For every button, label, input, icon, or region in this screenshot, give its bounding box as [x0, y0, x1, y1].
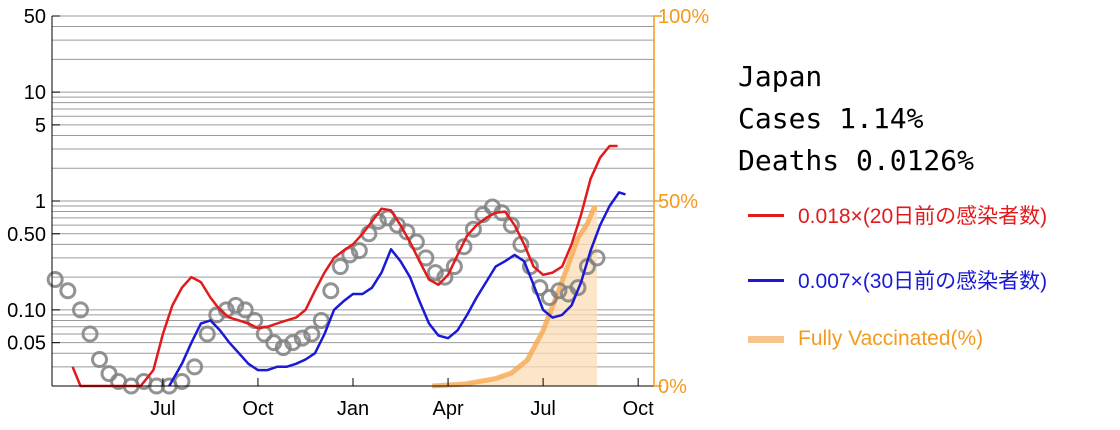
blue-line [168, 191, 626, 387]
cases-label: Cases 1.14% [738, 102, 924, 135]
red-line [71, 144, 618, 388]
death-point [426, 264, 444, 282]
gridlines [52, 15, 654, 387]
vaccination-area [432, 205, 597, 389]
y-tick-label: 50 [24, 6, 46, 28]
y-tick-label: 0.05 [7, 333, 46, 355]
y2-tick-label: 50% [658, 191, 698, 213]
death-point [91, 351, 109, 369]
death-point [293, 329, 311, 347]
death-point [322, 282, 340, 300]
death-point [72, 301, 90, 319]
legend-label-vaccine: Fully Vaccinated(%) [798, 327, 984, 350]
death-point [569, 279, 587, 297]
x-tick-label: Jul [150, 398, 176, 420]
chart: 50 10 5 1 0.50 0.10 0.05 100% 50% 0% Jul Oct Jan Apr J… [7, 6, 709, 420]
death-point [464, 220, 482, 238]
death-point [81, 325, 99, 343]
death-point [436, 268, 454, 286]
y-tick-label: 0.50 [7, 224, 46, 246]
vaccination-line [432, 205, 597, 389]
tick-labels: 50 10 5 1 0.50 0.10 0.05 100% 50% 0% Jul Oct Jan Apr J… [7, 6, 709, 420]
legend-item-vaccine: Fully Vaccinated(%) [748, 327, 1118, 351]
deaths-label: Deaths 0.0126% [738, 144, 975, 177]
death-point [284, 334, 302, 352]
x-tick-label: Apr [432, 398, 463, 420]
death-point [59, 282, 77, 300]
death-point [303, 325, 321, 343]
x-tick-label: Jan [337, 398, 369, 420]
axes [51, 15, 662, 387]
y-tick-label: 0.10 [7, 300, 46, 322]
death-point [331, 258, 349, 276]
death-point [550, 282, 568, 300]
legend-label-blue: 0.007×(30日前の感染者数) [798, 270, 1048, 293]
death-point [186, 358, 204, 376]
y-tick-label: 5 [35, 115, 46, 137]
legend-label-red: 0.018×(20日前の感染者数) [798, 205, 1048, 228]
legend-swatch-red [748, 213, 784, 217]
vaccination-fill [432, 208, 597, 386]
y-tick-label: 1 [35, 191, 46, 213]
legend-swatch-blue [748, 278, 784, 282]
death-point [198, 325, 216, 343]
model-lines [71, 144, 626, 388]
death-point [227, 296, 245, 314]
death-point [350, 242, 368, 260]
y-tick-label: 10 [24, 82, 46, 104]
info-panel: Japan Cases 1.14% Deaths 0.0126% [738, 56, 1118, 182]
death-point [173, 372, 191, 390]
death-point [588, 249, 606, 267]
x-tick-label: Oct [242, 398, 274, 420]
country-label: Japan [738, 60, 823, 93]
x-tick-label: Oct [623, 398, 655, 420]
x-tick-label: Jul [530, 398, 556, 420]
y2-tick-label: 0% [658, 376, 687, 398]
death-point [46, 271, 64, 289]
legend-item-red: 0.018×(20日前の感染者数) [748, 200, 1118, 230]
legend-swatch-vaccine [748, 335, 784, 343]
death-point [312, 311, 330, 329]
death-point [502, 216, 520, 234]
y2-tick-label: 100% [658, 6, 709, 28]
death-point [236, 301, 254, 319]
death-point [100, 365, 118, 383]
death-point [531, 279, 549, 297]
legend-item-blue: 0.007×(30日前の感染者数) [748, 265, 1118, 295]
deaths-points [46, 198, 606, 395]
